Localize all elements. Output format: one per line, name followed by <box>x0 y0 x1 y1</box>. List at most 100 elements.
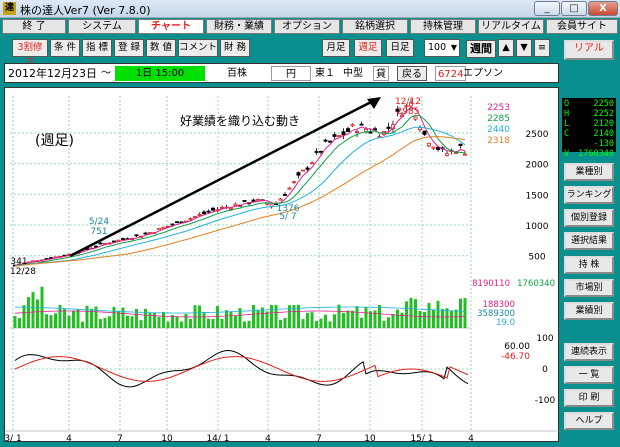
price-tick-label: 500 <box>528 253 545 263</box>
volume-bar <box>234 316 237 328</box>
volume-bar <box>409 297 413 328</box>
scroll-up-button[interactable]: ▲ <box>498 39 514 57</box>
quote-row-open: O 2250 <box>564 99 614 109</box>
time-tick-label: 7 <box>316 434 322 443</box>
price-tick-label: 1500 <box>526 191 549 201</box>
volume-bar <box>328 321 332 328</box>
candle-body <box>395 108 400 112</box>
candle-body <box>210 207 215 211</box>
market-label: 東１ <box>315 68 335 79</box>
window-title: 株の達人Ver7 (Ver 7.8.0) <box>20 4 151 17</box>
menu-stock-select[interactable]: 銘柄選択 <box>342 19 408 34</box>
candle-body <box>188 218 193 220</box>
time-tick-label: 3/ 1 <box>5 434 22 443</box>
side-ranking-button[interactable]: ランキング <box>564 186 614 204</box>
price-tick-label: 2000 <box>526 161 549 171</box>
volume-bar <box>450 310 453 328</box>
candle-body <box>458 143 463 147</box>
menu-chart[interactable]: チャート <box>138 19 204 34</box>
volume-bar <box>130 316 134 328</box>
volume-bar <box>121 307 125 328</box>
high-value-label: 2985 <box>397 107 420 117</box>
side-individual-button[interactable]: 個別登録 <box>564 209 614 227</box>
volume-bar <box>459 298 462 328</box>
volume-bar <box>85 305 89 328</box>
volume-bar <box>342 313 345 328</box>
volume-legend-5: 19.0 <box>496 318 515 328</box>
candle-body <box>332 134 337 137</box>
monthly-button[interactable]: 月足 <box>322 39 350 57</box>
menu-finance[interactable]: 財務・業績 <box>206 19 272 34</box>
register-button[interactable]: 登 録 <box>114 39 144 57</box>
time-range-field[interactable]: 1日 15:00 <box>115 66 205 81</box>
side-list-button[interactable]: 一 覧 <box>564 366 614 384</box>
side-holdings-button[interactable]: 持 株 <box>564 256 614 274</box>
volume-bar <box>90 308 93 328</box>
price-tick-label: 1000 <box>526 222 549 232</box>
volume-bar <box>18 318 21 328</box>
candle-body <box>161 226 166 229</box>
osc-legend-1: 60.00 <box>504 342 530 352</box>
count-select[interactable]: 100 ▼ <box>424 39 460 57</box>
candle-body <box>350 124 355 127</box>
maximize-button[interactable]: □ <box>561 1 587 16</box>
volume-bar <box>247 320 251 328</box>
volume-bar <box>216 306 219 328</box>
side-help-button[interactable]: ヘルプ <box>564 412 614 430</box>
side-print-button[interactable]: 印 刷 <box>564 389 614 407</box>
scroll-down-button[interactable]: ▼ <box>516 39 532 57</box>
candle-body <box>435 146 440 150</box>
weekly-button[interactable]: 週足 <box>354 39 382 57</box>
close-button[interactable]: X <box>588 1 618 16</box>
daily-button[interactable]: 日足 <box>386 39 414 57</box>
menu-realtime[interactable]: リアルタイム <box>478 19 544 34</box>
candle-body <box>296 172 301 176</box>
list-menu-button[interactable]: ≡ <box>534 39 550 57</box>
title-bar: 達 株の達人Ver7 (Ver 7.8.0) _ □ X <box>0 0 620 18</box>
comment-button[interactable]: コメント <box>178 39 218 57</box>
volume-bar <box>441 309 444 328</box>
candle-body <box>300 169 305 172</box>
start-date-label: 12/28 <box>10 267 36 277</box>
side-continuous-button[interactable]: 連続表示 <box>564 343 614 361</box>
low-date-label: 5/24 <box>89 217 109 227</box>
volume-bar <box>270 305 273 328</box>
side-industry-button[interactable]: 業種別 <box>564 163 614 181</box>
chart-date: 2012年12月23日 <box>8 67 97 80</box>
volume-bar <box>202 311 206 328</box>
volume-bar <box>292 304 296 328</box>
stock-code[interactable]: 6724 <box>435 66 467 81</box>
side-market-button[interactable]: 市場別 <box>564 279 614 297</box>
side-performance-button[interactable]: 業績別 <box>564 302 614 320</box>
volume-bar <box>238 308 242 328</box>
volume-bar <box>252 304 255 328</box>
menu-exit[interactable]: 終 了 <box>2 19 66 34</box>
volume-bar <box>382 320 386 328</box>
yen-select[interactable]: 円 <box>271 66 311 81</box>
side-result-button[interactable]: 選択結果 <box>564 232 614 250</box>
indicator-button[interactable]: 指 標 <box>82 39 112 57</box>
candle-body <box>336 135 341 137</box>
menu-option[interactable]: オプション <box>274 19 340 34</box>
values-button[interactable]: 数 値 <box>146 39 176 57</box>
finance-button[interactable]: 財 務 <box>220 39 250 57</box>
candle-body <box>368 131 373 134</box>
start-value-label: 341 <box>10 257 27 267</box>
menu-system[interactable]: システム <box>68 19 136 34</box>
minimize-button[interactable]: _ <box>534 1 560 16</box>
menu-holdings[interactable]: 持株管理 <box>410 19 476 34</box>
toolbar: 3割修正 条 件 指 標 登 録 数 値 コメント 財 務 月足 週足 日足 1… <box>0 37 620 69</box>
menu-member-site[interactable]: 会員サイト <box>546 19 618 34</box>
back-button[interactable]: 戻る <box>397 66 427 81</box>
real-button[interactable]: リアル <box>564 40 614 60</box>
chart-area[interactable]: 2500 2000 1500 1000 500 3/ 1 4 7 10 14/ 1 4 7 10 15/ … <box>4 87 560 443</box>
candle-body <box>134 234 139 237</box>
candle-body <box>197 213 202 216</box>
quote-row-high: H 2252 <box>564 109 614 119</box>
volume-bar <box>436 300 440 328</box>
oscillator-line <box>14 349 469 388</box>
volume-bar <box>373 310 377 328</box>
condition-button[interactable]: 条 件 <box>50 39 80 57</box>
split-adjust-button[interactable]: 3割修正 <box>12 39 48 69</box>
